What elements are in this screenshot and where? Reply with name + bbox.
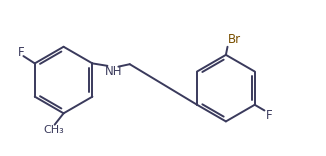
Text: F: F [266,109,273,122]
Text: CH₃: CH₃ [43,124,64,134]
Text: Br: Br [228,33,241,46]
Text: NH: NH [105,65,122,78]
Text: F: F [18,46,24,59]
